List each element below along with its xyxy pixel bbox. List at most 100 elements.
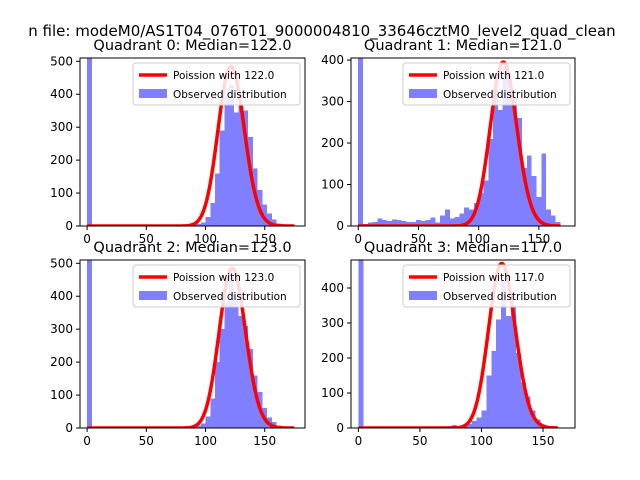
histogram-bar bbox=[377, 218, 383, 226]
histogram-bar bbox=[196, 224, 201, 226]
subplot-quadrant-3: 0 50 100 150 0 100 200 300 400 Quadrant 3: Median… bbox=[321, 240, 576, 448]
x-tick-label: 100 bbox=[470, 434, 493, 448]
histogram-bar bbox=[440, 215, 445, 226]
histogram-bar bbox=[488, 138, 494, 226]
histogram-bar bbox=[420, 221, 426, 226]
y-tick-label: 0 bbox=[65, 421, 73, 435]
y-tick-label: 500 bbox=[50, 256, 73, 270]
subplot-title: Quadrant 2: Median=123.0 bbox=[93, 240, 291, 256]
legend-label: Poission with 123.0 bbox=[173, 272, 274, 284]
x-tick-label: 150 bbox=[532, 434, 555, 448]
y-tick-label: 200 bbox=[321, 351, 344, 365]
histogram-bar bbox=[358, 58, 364, 226]
x-tick-label: 50 bbox=[139, 434, 154, 448]
legend-label: Observed distribution bbox=[173, 89, 287, 101]
y-tick-label: 100 bbox=[321, 386, 344, 400]
histogram-bar bbox=[271, 219, 277, 226]
histogram-bar bbox=[372, 221, 378, 226]
histogram-bar bbox=[401, 221, 407, 226]
y-tick-label: 300 bbox=[50, 322, 73, 336]
histogram-bar bbox=[267, 213, 272, 226]
x-tick-label: 150 bbox=[253, 434, 276, 448]
histogram-bar bbox=[248, 348, 253, 428]
histogram-bar bbox=[478, 192, 484, 226]
legend: Poission with 123.0 Observed distribution bbox=[132, 264, 301, 308]
histogram-bar bbox=[506, 316, 511, 428]
histogram-bar bbox=[541, 153, 547, 226]
histogram-bar bbox=[411, 221, 417, 226]
y-tick-label: 200 bbox=[50, 153, 73, 167]
legend-patch-swatch bbox=[409, 89, 437, 98]
histogram-bar bbox=[507, 76, 513, 226]
histogram-bar bbox=[387, 221, 392, 226]
histogram-bar bbox=[382, 220, 388, 226]
histogram-bar bbox=[550, 215, 556, 226]
histogram-bar bbox=[520, 382, 526, 428]
histogram-bar bbox=[248, 137, 253, 226]
poisson-curve bbox=[86, 64, 295, 226]
y-tick-label: 0 bbox=[336, 219, 344, 233]
histogram-bar bbox=[196, 425, 201, 428]
poisson-curve bbox=[86, 266, 295, 428]
legend-label: Poission with 121.0 bbox=[443, 70, 544, 82]
y-tick-label: 300 bbox=[50, 120, 73, 134]
histogram-bar bbox=[555, 221, 561, 226]
histogram-bar bbox=[481, 410, 487, 428]
histogram-bar bbox=[87, 58, 92, 226]
histogram-bars bbox=[358, 58, 561, 226]
histogram-bar bbox=[525, 396, 531, 428]
legend-patch-swatch bbox=[409, 291, 437, 300]
subplot-title: Quadrant 0: Median=122.0 bbox=[93, 38, 291, 54]
histogram-bar bbox=[512, 97, 518, 226]
y-tick-label: 200 bbox=[50, 355, 73, 369]
histogram-bar bbox=[522, 167, 527, 226]
histogram-bar bbox=[262, 204, 268, 226]
y-tick-label: 400 bbox=[50, 289, 73, 303]
histogram-bar bbox=[464, 207, 470, 226]
histogram-bar bbox=[229, 276, 234, 428]
x-tick-label: 50 bbox=[412, 434, 427, 448]
histogram-bar bbox=[473, 203, 479, 226]
x-tick-label: 100 bbox=[467, 232, 490, 246]
x-tick-label: 0 bbox=[355, 434, 363, 448]
y-tick-label: 400 bbox=[321, 53, 344, 67]
histogram-bar bbox=[224, 302, 230, 428]
histogram-bar bbox=[483, 180, 489, 226]
histogram-bar bbox=[425, 220, 431, 226]
legend: Poission with 122.0 Observed distribution bbox=[132, 62, 301, 106]
figure-suptitle: n file: modeM0/AS1T04_076T01_9000004810_… bbox=[28, 22, 615, 41]
y-tick-label: 300 bbox=[321, 95, 344, 109]
histogram-bar bbox=[210, 398, 215, 428]
y-tick-label: 300 bbox=[321, 316, 344, 330]
histogram-bar bbox=[391, 219, 397, 226]
histogram-bar bbox=[215, 173, 220, 226]
legend-label: Observed distribution bbox=[443, 291, 557, 303]
x-tick-label: 50 bbox=[139, 232, 154, 246]
x-tick-label: 50 bbox=[411, 232, 426, 246]
legend: Poission with 121.0 Observed distribution bbox=[402, 62, 571, 106]
histogram-bar bbox=[491, 351, 497, 428]
axes-frame bbox=[350, 259, 576, 429]
legend-label: Observed distribution bbox=[173, 291, 287, 303]
legend-label: Poission with 117.0 bbox=[443, 272, 544, 284]
histogram-bar bbox=[358, 260, 364, 428]
histogram-bar bbox=[238, 105, 244, 226]
histogram-bar bbox=[502, 66, 508, 226]
x-tick-label: 0 bbox=[83, 434, 91, 448]
histogram-bar bbox=[471, 421, 477, 428]
histogram-bar bbox=[546, 209, 551, 226]
histogram-bar bbox=[396, 220, 402, 226]
histogram-bar bbox=[459, 213, 465, 226]
legend-box bbox=[132, 264, 301, 308]
y-tick-label: 100 bbox=[50, 186, 73, 200]
histogram-bar bbox=[243, 325, 249, 428]
axes-frame bbox=[79, 57, 306, 227]
histogram-bar bbox=[466, 423, 472, 428]
histogram-bar bbox=[454, 216, 460, 226]
subplot-quadrant-1: 0 50 100 150 0 100 200 300 400 Quadrant 1: Median… bbox=[321, 38, 576, 246]
x-tick-label: 0 bbox=[83, 232, 91, 246]
histogram-bar bbox=[517, 118, 523, 226]
histogram-bar bbox=[224, 97, 230, 226]
histogram-bar bbox=[200, 423, 206, 428]
